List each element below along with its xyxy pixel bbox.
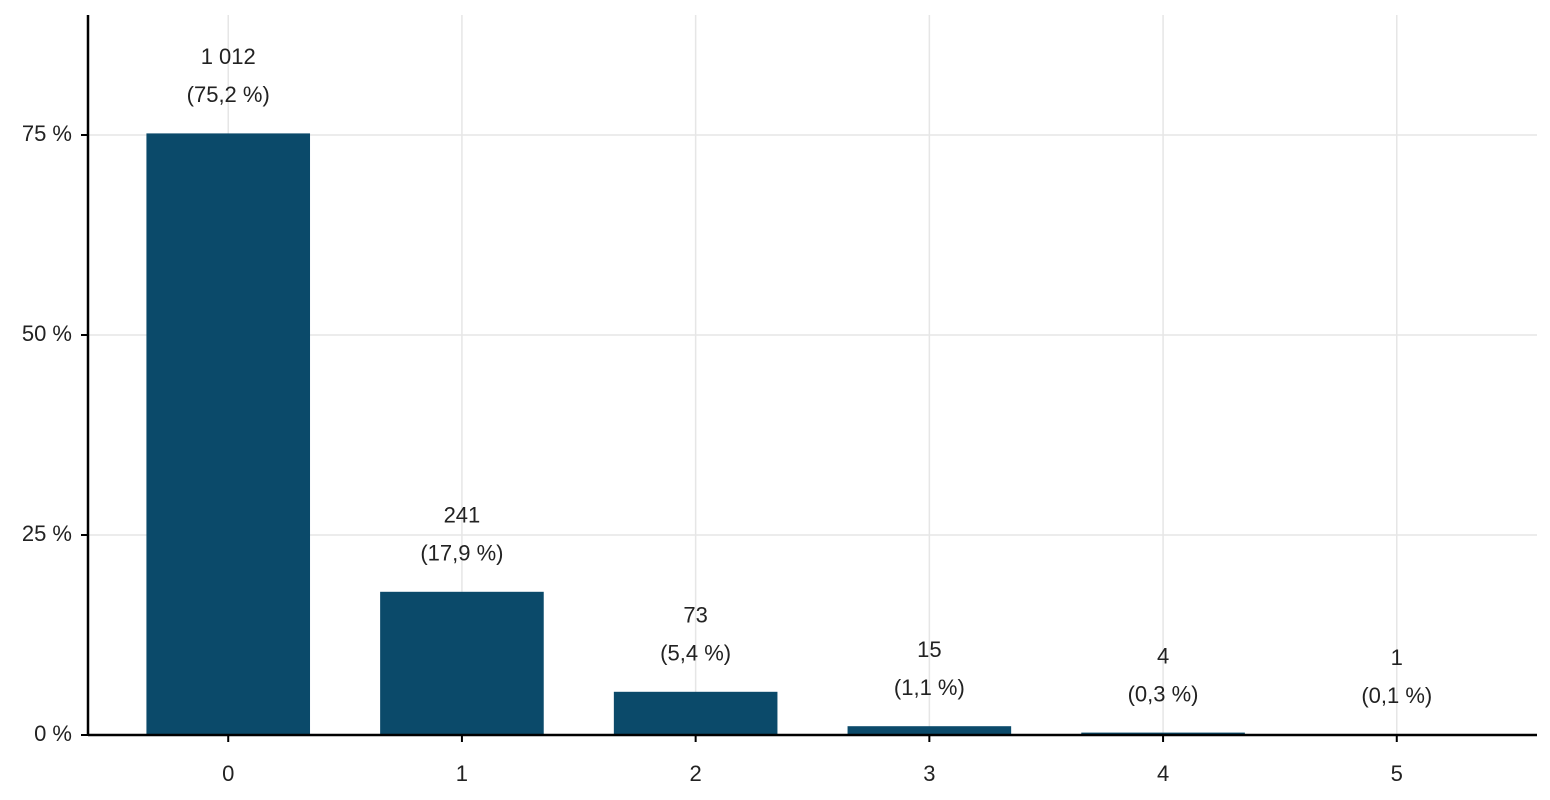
y-tick-label: 0 % [34,721,72,746]
y-tick-label: 50 % [22,321,72,346]
x-tick-label: 4 [1157,761,1169,786]
count-label: 241 [444,503,481,528]
y-tick-label: 75 % [22,121,72,146]
count-label: 1 [1391,645,1403,670]
value-label: (5,4 %) [660,641,731,666]
x-tick-label: 2 [690,761,702,786]
value-label: (1,1 %) [894,675,965,700]
x-tick-label: 3 [923,761,935,786]
count-label: 15 [917,637,941,662]
bar [380,591,544,735]
x-tick-label: 1 [456,761,468,786]
value-label: (0,3 %) [1128,681,1199,706]
count-label: 4 [1157,643,1169,668]
count-label: 73 [683,603,707,628]
value-label: (75,2 %) [187,82,270,107]
x-tick-label: 5 [1391,761,1403,786]
count-label: 1 012 [201,44,256,69]
y-tick-label: 25 % [22,521,72,546]
bar [847,726,1012,735]
x-tick-label: 0 [222,761,234,786]
bar [613,691,778,735]
bar [146,133,311,735]
value-label: (17,9 %) [420,541,503,566]
value-label: (0,1 %) [1361,683,1432,708]
